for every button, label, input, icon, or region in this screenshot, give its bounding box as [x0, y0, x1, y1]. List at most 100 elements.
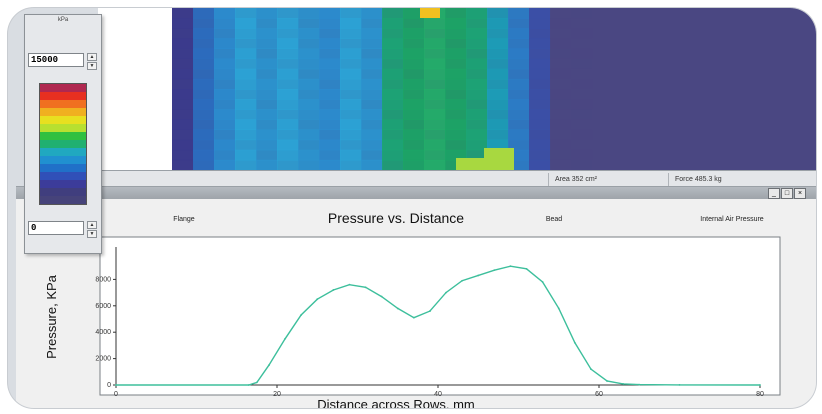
- heatmap-cell: [361, 159, 383, 170]
- status-bar: Area 352 cm² Force 485.3 kg: [98, 170, 816, 189]
- heatmap-cell: [508, 159, 530, 170]
- heatmap-cell: [319, 119, 341, 130]
- heatmap-cell: [550, 58, 572, 70]
- data-point: [477, 274, 480, 277]
- heatmap-cell: [235, 18, 257, 29]
- heatmap-cell: [298, 129, 320, 141]
- heatmap-cell: [571, 58, 593, 70]
- heatmap-cell: [466, 68, 488, 80]
- heatmap-cell: [235, 109, 257, 120]
- heatmap-cell: [487, 129, 509, 141]
- heatmap-cell: [256, 8, 278, 19]
- legend-swatch: [40, 156, 86, 164]
- heatmap-cell: [529, 58, 551, 70]
- heatmap-cell: [298, 48, 320, 60]
- heatmap-cell: [403, 68, 425, 80]
- heatmap-cell: [445, 78, 467, 90]
- heatmap-cell: [424, 18, 446, 29]
- scale-min-spinner[interactable]: ▲ ▼: [87, 221, 97, 238]
- heatmap-cell: [340, 89, 362, 100]
- heatmap-cell: [403, 159, 425, 170]
- minimize-button[interactable]: _: [768, 188, 780, 199]
- heatmap-cell: [403, 139, 425, 151]
- data-point: [255, 381, 258, 384]
- heatmap-cell: [277, 139, 299, 151]
- heatmap-cell: [382, 159, 404, 170]
- maximize-button[interactable]: □: [781, 188, 793, 199]
- heatmap-cell: [445, 139, 467, 151]
- heatmap-cell: [214, 99, 236, 110]
- heatmap-cell: [571, 109, 593, 120]
- heatmap-cell: [382, 68, 404, 80]
- chart-title: Pressure vs. Distance: [328, 210, 464, 226]
- heatmap-cell: [529, 18, 551, 29]
- heatmap-cell: [571, 18, 593, 29]
- heatmap-cell: [361, 99, 383, 110]
- heatmap-cell: [403, 149, 425, 161]
- heatmap-cell: [571, 38, 593, 49]
- heatmap-cell: [256, 99, 278, 110]
- window-controls: _ □ ×: [768, 188, 806, 199]
- x-tick-label: 40: [434, 391, 442, 398]
- heatmap-cell: [529, 159, 551, 170]
- heatmap-cell: [466, 149, 488, 161]
- heatmap-cell: [319, 139, 341, 151]
- heatmap-cell: [445, 18, 467, 29]
- chart-titlebar: _ □ ×: [16, 187, 816, 199]
- close-button[interactable]: ×: [794, 188, 806, 199]
- legend-swatch: [40, 140, 86, 148]
- heatmap-cell: [193, 38, 215, 49]
- heatmap-cell: [508, 28, 530, 39]
- heatmap-cell: [256, 58, 278, 70]
- heatmap-cell: [172, 28, 194, 39]
- heatmap-cell: [403, 38, 425, 49]
- heatmap-cell: [298, 78, 320, 90]
- heatmap-cell: [172, 78, 194, 90]
- heatmap-cell: [382, 28, 404, 39]
- heatmap-cell: [508, 38, 530, 49]
- heatmap-cell: [361, 48, 383, 60]
- heatmap-cell: [529, 139, 551, 151]
- heatmap-cell: [508, 139, 530, 151]
- spin-up-icon[interactable]: ▲: [87, 221, 97, 229]
- heatmap-cell: [298, 68, 320, 80]
- heatmap-cell: [466, 129, 488, 141]
- heatmap-cell: [424, 78, 446, 90]
- spin-up-icon[interactable]: ▲: [87, 53, 97, 61]
- heatmap-cell: [235, 159, 257, 170]
- heatmap-cell: [172, 18, 194, 29]
- heatmap-cell: [214, 28, 236, 39]
- heatmap-cell: [508, 8, 530, 19]
- heatmap-cell: [235, 78, 257, 90]
- heatmap-cell: [550, 99, 572, 110]
- heatmap-cell: [445, 58, 467, 70]
- heatmap-cell: [340, 18, 362, 29]
- heatmap-cell: [340, 48, 362, 60]
- heatmap-cell: [361, 89, 383, 100]
- heatmap-cell: [403, 28, 425, 39]
- scale-max-input[interactable]: 15000: [28, 53, 84, 67]
- data-point: [412, 316, 415, 319]
- heatmap-cell: [340, 159, 362, 170]
- spin-down-icon[interactable]: ▼: [87, 62, 97, 70]
- heatmap-cell: [172, 159, 194, 170]
- heatmap-cell: [235, 38, 257, 49]
- heatmap-cell: [550, 18, 572, 29]
- heatmap-cell: [550, 78, 572, 90]
- heatmap-cell: [193, 68, 215, 80]
- heatmap-cell: [214, 139, 236, 151]
- spin-down-icon[interactable]: ▼: [87, 230, 97, 238]
- heatmap-cell: [466, 78, 488, 90]
- legend-swatch: [40, 188, 86, 196]
- heatmap-cell: [571, 78, 593, 90]
- legend-swatch: [40, 196, 86, 204]
- x-tick-label: 80: [756, 391, 764, 398]
- heatmap-cell: [445, 109, 467, 120]
- annotation-label: Bead: [546, 216, 562, 223]
- heatmap-cell: [487, 38, 509, 49]
- heatmap-cell: [256, 38, 278, 49]
- pressure-heatmap[interactable]: [172, 8, 816, 170]
- scale-min-input[interactable]: 0: [28, 221, 84, 235]
- heatmap-cell: [424, 99, 446, 110]
- scale-max-spinner[interactable]: ▲ ▼: [87, 53, 97, 70]
